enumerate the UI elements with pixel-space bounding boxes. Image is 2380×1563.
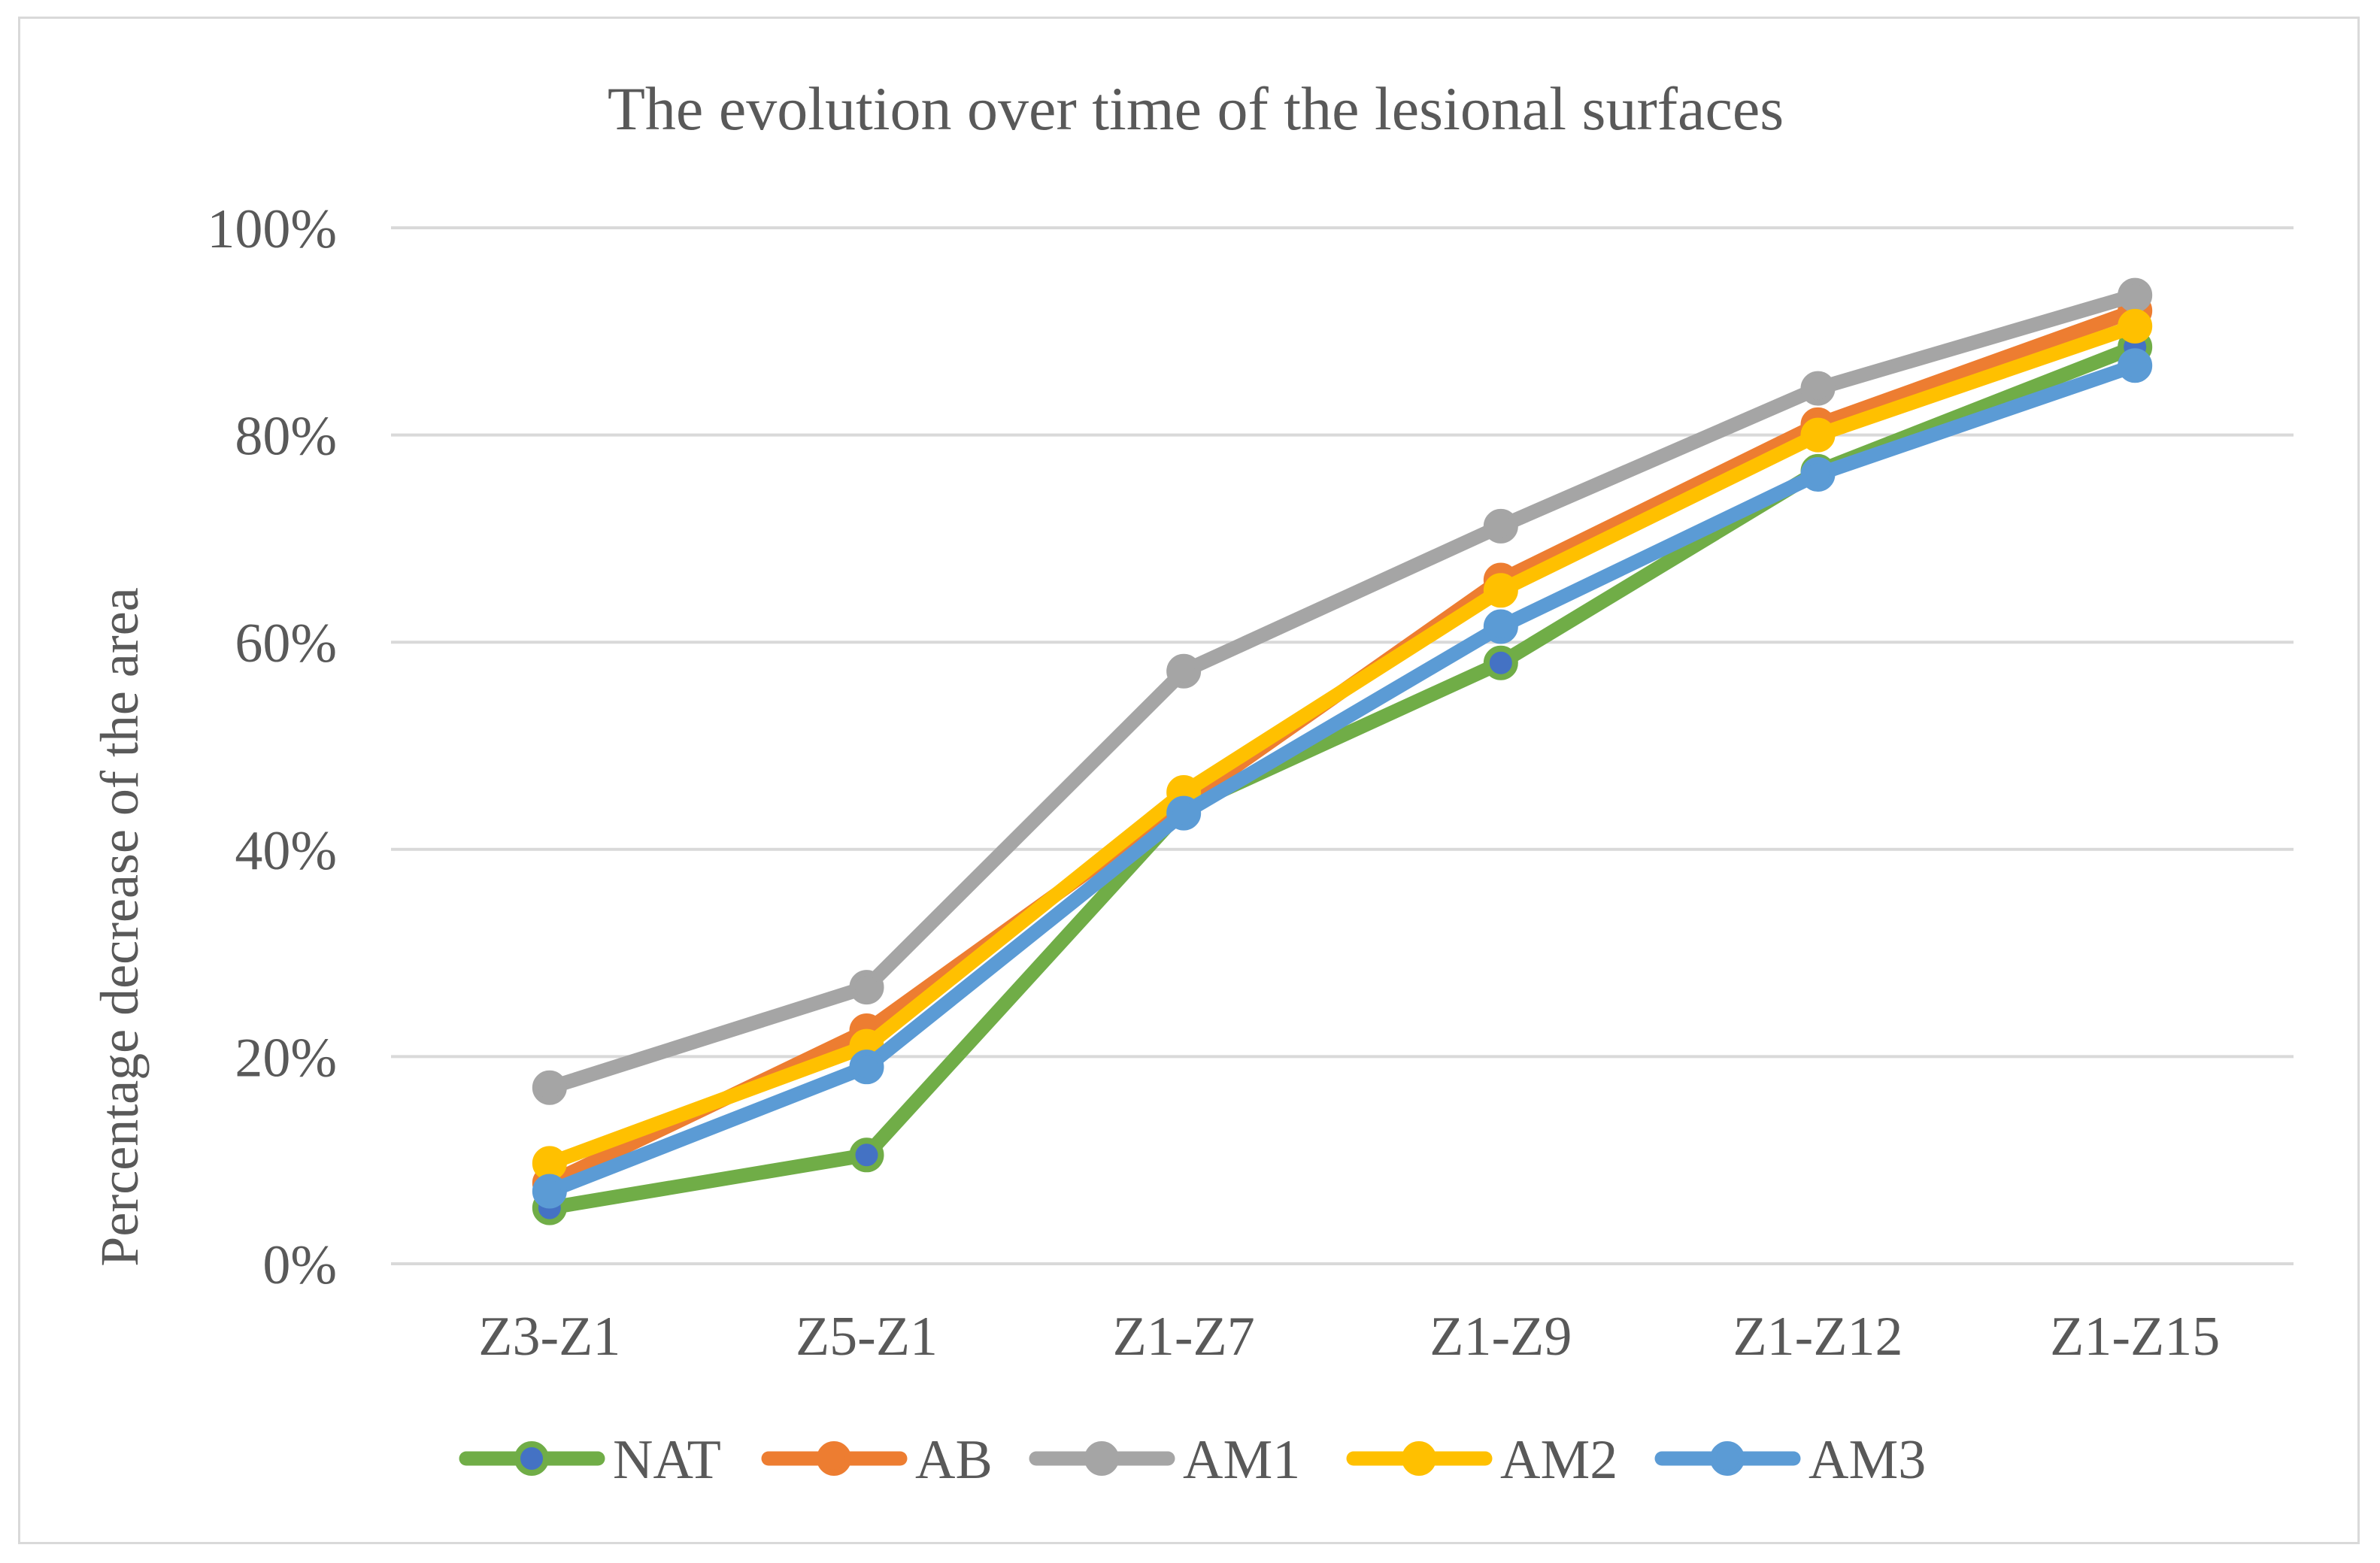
legend: NAT AB AM1 AM2 AM3: [459, 1429, 1926, 1491]
data-point: [532, 1146, 567, 1181]
series-line: [542, 319, 2142, 1171]
y-tick-label: 100%: [207, 198, 337, 260]
legend-marker: [514, 1441, 549, 1476]
y-axis-ticks: 0% 20% 40% 60% 80% 100%: [207, 198, 337, 1296]
y-axis-label: Percentage decrease of the area: [89, 587, 150, 1266]
x-tick-label: Z1-Z9: [1430, 1306, 1572, 1368]
x-axis-ticks: Z3-Z1 Z5-Z1 Z1-Z7 Z1-Z9 Z1-Z12 Z1-Z15: [478, 1306, 2220, 1368]
y-tick-label: 40%: [235, 820, 337, 882]
series-am1: [532, 277, 2153, 1105]
gridlines: [391, 226, 2294, 1265]
legend-item-am1: AM1: [1029, 1429, 1300, 1491]
legend-label: AM3: [1808, 1429, 1926, 1491]
y-tick-label: 80%: [235, 406, 337, 468]
data-point: [849, 970, 884, 1005]
data-point: [532, 1174, 567, 1209]
data-point: [1800, 417, 1836, 453]
data-point: [849, 1050, 884, 1085]
series-layer: [532, 277, 2153, 1225]
legend-label: AM1: [1183, 1429, 1300, 1491]
x-tick-label: Z5-Z1: [796, 1306, 938, 1368]
data-point: [1166, 653, 1202, 689]
legend-marker: [1402, 1441, 1436, 1476]
legend-marker: [1084, 1441, 1119, 1476]
series-line: [542, 358, 2142, 1199]
chart-title: The evolution over time of the lesional …: [608, 74, 1784, 143]
x-tick-label: Z1-Z15: [2050, 1306, 2220, 1368]
data-point: [1483, 645, 1518, 680]
y-tick-label: 20%: [235, 1027, 337, 1089]
data-point: [1166, 795, 1202, 831]
legend-item-am2: AM2: [1346, 1429, 1617, 1491]
data-point: [2118, 308, 2153, 344]
y-tick-label: 0%: [262, 1234, 337, 1296]
series-nat: [532, 329, 2153, 1225]
x-tick-label: Z1-Z12: [1733, 1306, 1902, 1368]
data-point: [2118, 277, 2153, 313]
legend-item-am3: AM3: [1654, 1429, 1926, 1491]
x-tick-label: Z3-Z1: [478, 1306, 620, 1368]
y-tick-label: 60%: [235, 613, 337, 674]
legend-marker: [1710, 1441, 1745, 1476]
data-point: [849, 1137, 884, 1173]
data-point: [1483, 609, 1518, 644]
series-line: [542, 288, 2142, 1095]
data-point: [1800, 456, 1836, 492]
data-point: [2118, 348, 2153, 383]
data-point: [532, 1070, 567, 1105]
data-point: [1483, 508, 1518, 544]
legend-label: NAT: [613, 1429, 721, 1491]
legend-item-nat: NAT: [459, 1429, 721, 1491]
legend-item-ab: AB: [761, 1429, 993, 1491]
data-point: [1800, 371, 1836, 406]
series-am3: [532, 348, 2153, 1209]
legend-marker: [817, 1441, 851, 1476]
data-point: [1483, 573, 1518, 608]
x-tick-label: Z1-Z7: [1113, 1306, 1255, 1368]
legend-label: AB: [915, 1429, 993, 1491]
legend-label: AM2: [1500, 1429, 1617, 1491]
